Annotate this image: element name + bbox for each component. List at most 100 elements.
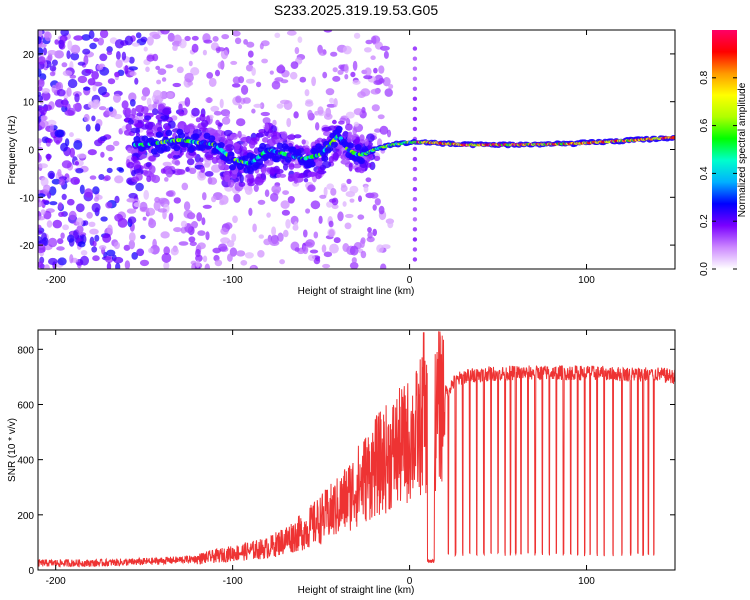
heatmap-cell (321, 155, 329, 162)
heatmap-cell (269, 167, 276, 177)
heatmap-cell (129, 71, 137, 76)
heatmap-cell (347, 131, 353, 139)
heatmap-cell (160, 115, 169, 120)
heatmap-cell (363, 75, 373, 80)
heatmap-cell (305, 239, 315, 248)
colorbar-tick-label: 0.2 (699, 214, 710, 228)
heatmap-cell (105, 201, 113, 209)
heatmap-cell (227, 151, 235, 158)
heatmap-cell (359, 239, 365, 249)
heatmap-cell (412, 116, 418, 122)
heatmap-cell (197, 230, 206, 236)
heatmap-cell (167, 154, 173, 159)
heatmap-cell (364, 47, 372, 53)
heatmap-cell (113, 241, 120, 250)
heatmap-cell (124, 260, 131, 269)
heatmap-cell (72, 103, 79, 110)
heatmap-cell (303, 229, 308, 238)
heatmap-cell (269, 70, 274, 75)
heatmap-cell (329, 243, 339, 254)
heatmap-cell (57, 202, 63, 210)
heatmap-cell (77, 61, 86, 66)
heatmap-cell (346, 178, 352, 184)
heatmap-cell (245, 64, 254, 72)
snr-ytick-label: 0 (28, 566, 34, 577)
heatmap-cell (38, 230, 43, 235)
heatmap-cell (114, 175, 124, 184)
heatmap-cell (47, 50, 57, 55)
heatmap-cell (66, 50, 71, 60)
heatmap-cell (276, 173, 281, 179)
heatmap-cell (346, 142, 354, 149)
heatmap-cell (51, 59, 58, 66)
heatmap-cell (163, 261, 170, 269)
heatmap-cell (372, 35, 377, 45)
heatmap-cell (249, 140, 256, 149)
heatmap-cells (38, 30, 675, 269)
heatmap-cell (197, 172, 207, 181)
heatmap-cell (232, 30, 241, 37)
heatmap-cell (382, 77, 391, 87)
snr-plot-area (38, 330, 675, 570)
heatmap-cell (357, 214, 365, 220)
heatmap-cell (73, 140, 83, 150)
heatmap-cell (98, 86, 107, 96)
heatmap-cell (54, 129, 65, 138)
heatmap-cell (215, 69, 220, 77)
heatmap-cell (195, 260, 200, 268)
heatmap-cell (181, 182, 189, 191)
heatmap-cell (303, 147, 311, 154)
heatmap-cell (230, 60, 238, 65)
heatmap-cell (225, 112, 230, 119)
heatmap-cell (337, 211, 344, 222)
heatmap-cell (206, 72, 214, 79)
colorbar-tick-label: 0.6 (699, 118, 710, 132)
heatmap-cell (188, 236, 196, 243)
heatmap-cell (49, 201, 58, 206)
heatmap-cell (75, 168, 84, 174)
heatmap-cell (352, 60, 358, 71)
heatmap-cell (176, 66, 184, 74)
heatmap-cell (173, 227, 182, 233)
heatmap-cell (259, 102, 265, 110)
heatmap-cell (214, 259, 223, 267)
heatmap-cell (360, 88, 371, 97)
heatmap-cell (166, 92, 174, 99)
heatmap-cell (100, 216, 108, 222)
heatmap-cell (76, 153, 87, 159)
heatmap-cell (345, 111, 355, 119)
heatmap-cell (283, 229, 289, 238)
heatmap-cell (114, 39, 125, 49)
heatmap-cell (220, 227, 229, 235)
heatmap-cell (387, 220, 394, 229)
heatmap-cell (261, 166, 267, 174)
heatmap-cell (215, 47, 226, 52)
heatmap-cell (261, 58, 268, 64)
heatmap-cell (178, 241, 189, 246)
heatmap-cell (68, 210, 77, 221)
heatmap-cell (43, 264, 50, 269)
heatmap-cell (313, 158, 323, 167)
heatmap-cell (270, 131, 281, 140)
heatmap-cell (237, 130, 242, 139)
heatmap-cell (388, 84, 394, 89)
heatmap-cell (98, 174, 105, 180)
heatmap-cell (412, 207, 418, 212)
heatmap-cell (74, 161, 80, 166)
heatmap-cell (287, 196, 295, 204)
heatmap-cell (104, 175, 111, 181)
heatmap-cell (310, 200, 321, 210)
heatmap-cell (128, 56, 135, 64)
heatmap-cell (283, 163, 288, 171)
heatmap-cell (155, 131, 163, 138)
heatmap-cell (317, 106, 324, 115)
heatmap-cell (331, 197, 339, 206)
heatmap-cell (97, 37, 105, 46)
heatmap-cell (293, 111, 299, 119)
heatmap-cell (143, 46, 148, 52)
heatmap-cell (220, 49, 229, 60)
heatmap-cell (80, 250, 88, 256)
heatmap-cell (173, 144, 181, 152)
heatmap-cell (89, 175, 97, 180)
heatmap-xtick-label: 0 (407, 275, 413, 286)
